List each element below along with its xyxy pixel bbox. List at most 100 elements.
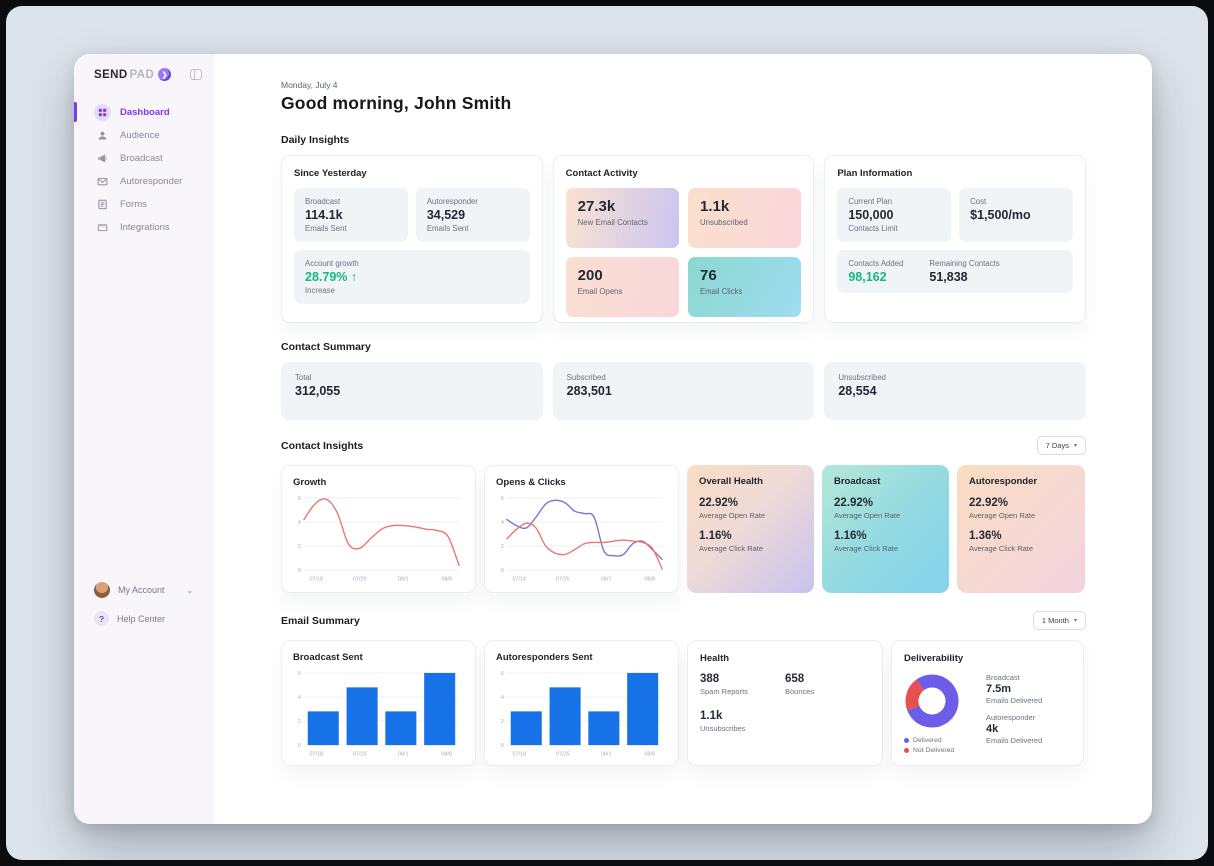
opens-clicks-line-chart: 0 2 4 6 07/18 07/25 08/1 08/8 bbox=[496, 493, 667, 589]
stat-value: 4k bbox=[986, 723, 999, 735]
open-rate-label: Average Open Rate bbox=[699, 511, 766, 520]
tile-label: Email Opens bbox=[577, 287, 623, 296]
sidebar-item-label: Integrations bbox=[120, 221, 170, 233]
open-rate-label: Average Open Rate bbox=[969, 511, 1036, 520]
sidebar-item-label: Forms bbox=[120, 198, 147, 210]
sidebar-item-broadcast[interactable]: Broadcast bbox=[74, 149, 214, 167]
account-label: My Account bbox=[118, 585, 165, 595]
broadcast-rate-card: Broadcast 22.92% Average Open Rate 1.16%… bbox=[822, 465, 949, 593]
new-contacts-tile: 27.3k New Email Contacts bbox=[565, 188, 679, 248]
chevron-down-icon: ⌄ bbox=[186, 585, 194, 595]
tile-value: $1,500/mo bbox=[970, 208, 1031, 222]
plan-information-card: Plan Information Current Plan 150,000 Co… bbox=[824, 155, 1086, 323]
sidebar-item-label: Broadcast bbox=[120, 152, 163, 164]
svg-text:6: 6 bbox=[501, 671, 504, 677]
svg-text:0: 0 bbox=[501, 568, 504, 574]
email-opens-tile: 200 Email Opens bbox=[565, 257, 679, 317]
sidebar-collapse-icon[interactable] bbox=[190, 69, 202, 80]
stat-value: 7.5m bbox=[986, 683, 1012, 695]
tile-label: Unsubscribed bbox=[838, 373, 887, 382]
envelope-icon bbox=[94, 173, 111, 190]
svg-text:08/8: 08/8 bbox=[441, 751, 452, 757]
deliverability-donut-chart bbox=[904, 673, 974, 734]
sidebar-bottom: My Account ⌄ ? Help Center bbox=[74, 582, 214, 824]
help-center-link[interactable]: ? Help Center bbox=[94, 611, 214, 626]
svg-text:4: 4 bbox=[298, 695, 301, 701]
donut-area: Delivered Not Delivered bbox=[904, 673, 974, 754]
audience-icon bbox=[94, 127, 111, 144]
svg-text:08/1: 08/1 bbox=[398, 576, 409, 582]
broadcast-sent-bar-chart: 0 2 4 6 07/18 07/25 08/1 08/8 bbox=[293, 668, 464, 764]
insights-range-dropdown[interactable]: 7 Days ▾ bbox=[1036, 436, 1086, 455]
svg-text:0: 0 bbox=[298, 568, 301, 574]
tile-label: Account growth bbox=[305, 259, 359, 268]
chart-title: Broadcast Sent bbox=[293, 652, 363, 663]
sidebar-item-autoresponder[interactable]: Autoresponder bbox=[74, 172, 214, 190]
stat-title: Autoresponder bbox=[969, 476, 1038, 487]
card-title: Since Yesterday bbox=[294, 168, 367, 179]
unsubscribed-summary-tile: Unsubscribed 28,554 bbox=[824, 362, 1086, 420]
since-yesterday-card: Since Yesterday Broadcast 114.1k Emails … bbox=[281, 155, 543, 323]
autoresponder-rate-card: Autoresponder 22.92% Average Open Rate 1… bbox=[957, 465, 1085, 593]
logo-icon: ❯ bbox=[158, 68, 172, 81]
caret-down-icon: ▾ bbox=[1073, 618, 1077, 624]
tile-sub: Emails Sent bbox=[305, 224, 347, 233]
sidebar-nav: Dashboard Audience Broadcast bbox=[74, 102, 214, 241]
email-summary-header: Email Summary 1 Month ▾ bbox=[281, 611, 1086, 630]
svg-text:07/18: 07/18 bbox=[310, 576, 324, 582]
greeting-title: Good morning, John Smith bbox=[281, 93, 512, 113]
tile-label: Contacts Added bbox=[848, 259, 904, 268]
tile-label: Current Plan bbox=[848, 197, 893, 206]
my-account-menu[interactable]: My Account ⌄ bbox=[94, 582, 214, 598]
sidebar-item-dashboard[interactable]: Dashboard bbox=[74, 102, 214, 122]
opens-clicks-chart-card: Opens & Clicks 0 2 4 6 07/18 07/25 08/1 08/8 bbox=[484, 465, 679, 593]
app-logo: SEND PAD ❯ bbox=[94, 68, 172, 81]
deliverability-card: Deliverability Delivered Not D bbox=[891, 640, 1084, 766]
email-clicks-tile: 76 Email Clicks bbox=[687, 257, 802, 317]
card-title: Plan Information bbox=[837, 168, 913, 179]
delivered-dot bbox=[904, 738, 909, 743]
legend-not-delivered: Not Delivered bbox=[904, 747, 974, 754]
autoresponders-sent-bar-chart: 0 2 4 6 07/18 07/25 08/1 08/8 bbox=[496, 668, 667, 764]
health-card: Health 388 Spam Reports 658 Bounces bbox=[687, 640, 883, 766]
subscribed-tile: Subscribed 283,501 bbox=[552, 362, 815, 420]
main-content: Monday, July 4 Good morning, John Smith … bbox=[214, 54, 1152, 824]
stat-value: 388 bbox=[700, 673, 720, 685]
stat-sub: Emails Delivered bbox=[986, 736, 1043, 745]
sidebar-item-label: Dashboard bbox=[120, 106, 170, 118]
click-rate-value: 1.16% bbox=[834, 530, 867, 542]
tile-label: Broadcast bbox=[305, 197, 341, 206]
svg-text:2: 2 bbox=[501, 544, 504, 550]
sidebar-item-audience[interactable]: Audience bbox=[74, 126, 214, 144]
svg-text:2: 2 bbox=[298, 544, 301, 550]
tile-label: Subscribed bbox=[566, 373, 606, 382]
chart-title: Growth bbox=[293, 477, 327, 488]
delivered-stats: Broadcast 7.5m Emails Delivered Autoresp… bbox=[986, 673, 1042, 754]
contacts-added-value: 98,162 bbox=[848, 270, 887, 284]
growth-chart-card: Growth 0 2 4 6 07/18 07/25 08/1 08/8 bbox=[281, 465, 476, 593]
stat-title: Overall Health bbox=[699, 476, 763, 487]
overall-health-card: Overall Health 22.92% Average Open Rate … bbox=[687, 465, 814, 593]
stat-label: Broadcast bbox=[986, 673, 1020, 682]
stat-value: 658 bbox=[785, 673, 805, 685]
stat-label: Bounces bbox=[785, 687, 815, 696]
unsubscribed-tile: 1.1k Unsubscribed bbox=[687, 188, 802, 248]
logo-text-light: PAD bbox=[129, 68, 155, 81]
tile-label: Autoresponder bbox=[426, 197, 478, 206]
tile-label: Total bbox=[295, 373, 312, 382]
growth-line-chart: 0 2 4 6 07/18 07/25 08/1 08/8 bbox=[293, 493, 464, 589]
range-value: 1 Month bbox=[1041, 616, 1069, 625]
sidebar-item-integrations[interactable]: Integrations bbox=[74, 218, 214, 236]
sidebar: SEND PAD ❯ Dashboard bbox=[74, 54, 214, 824]
click-rate-label: Average Click Rate bbox=[834, 544, 899, 553]
tile-value: 28,554 bbox=[838, 384, 877, 398]
svg-text:08/1: 08/1 bbox=[601, 576, 612, 582]
svg-text:07/25: 07/25 bbox=[353, 576, 367, 582]
section-title: Contact Summary bbox=[281, 341, 371, 353]
spam-reports-block: 388 Spam Reports bbox=[700, 673, 785, 696]
tile-label: Email Clicks bbox=[699, 287, 743, 296]
tile-value: 312,055 bbox=[295, 384, 341, 398]
sidebar-item-forms[interactable]: Forms bbox=[74, 195, 214, 213]
current-date: Monday, July 4 bbox=[281, 80, 338, 90]
email-range-dropdown[interactable]: 1 Month ▾ bbox=[1032, 611, 1086, 630]
